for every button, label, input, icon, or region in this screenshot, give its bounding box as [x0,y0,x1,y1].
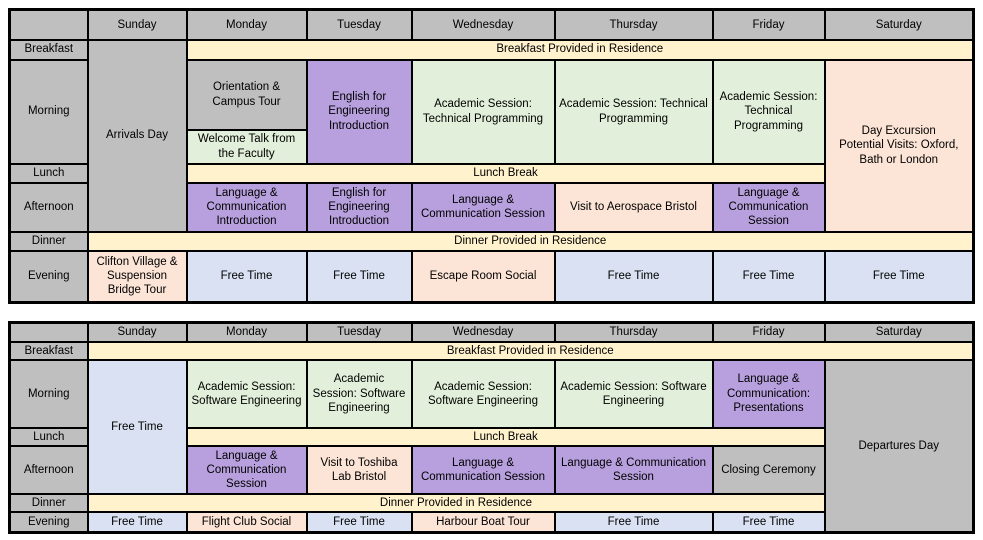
week1-lunch-banner: Lunch Break [185,162,826,184]
week2-sunday-evening-cell: Free Time [86,510,188,534]
week1-thursday-aerospace-cell: Visit to Aerospace Bristol [553,181,714,233]
week1-sunday-arrivals-cell: Arrivals Day [86,38,188,233]
week1-saturday-excursion-cell: Day Excursion Potential Visits: Oxford, … [823,58,975,233]
week1-lunch-row: Lunch Lunch Break [8,162,974,184]
week1-dinner-row: Dinner Dinner Provided in Residence [8,230,975,252]
week1-day-saturday: Saturday [823,8,975,41]
week2-corner-cell [8,321,89,343]
table-gap [8,304,975,321]
week1-breakfast-row: Breakfast Arrivals Day Breakfast Provide… [8,38,975,233]
week2-tuesday-toshiba-cell: Visit to Toshiba Lab Bristol [305,444,413,495]
week1-label-evening: Evening [8,249,89,304]
week1-header-row: Sunday Monday Tuesday Wednesday Thursday… [8,8,975,41]
week1-breakfast-banner: Breakfast Provided in Residence [185,38,975,61]
week1-evening-row: Evening Clifton Village & Suspension Bri… [8,249,975,304]
week2-day-tuesday: Tuesday [305,321,413,343]
week1-thursday-evening-cell: Free Time [553,249,714,304]
week1-thursday-morning-cell: Academic Session: Technical Programming [553,58,714,165]
week1-table: Sunday Monday Tuesday Wednesday Thursday… [8,8,975,304]
week1-monday-orientation-cell: Orientation & Campus Tour [185,58,308,131]
week2-wednesday-afternoon-cell: Language & Communication Session [410,444,556,495]
week1-label-lunch: Lunch [8,162,89,184]
week2-monday-morning-cell: Academic Session: Software Engineering [185,358,308,429]
week2-lunch-row: Lunch Lunch Break [8,426,974,447]
week2-label-evening: Evening [8,510,89,534]
week2-day-wednesday: Wednesday [410,321,556,343]
week1-tuesday-evening-cell: Free Time [305,249,413,304]
week1-day-tuesday: Tuesday [305,8,413,41]
week1-label-dinner: Dinner [8,230,89,252]
week2-dinner-banner: Dinner Provided in Residence [86,492,826,513]
week1-afternoon-row: Afternoon Language & Communication Intro… [8,181,974,233]
week2-dinner-row: Dinner Dinner Provided in Residence [8,492,974,513]
week2-afternoon-row: Afternoon Language & Communication Sessi… [8,444,974,495]
week2-label-breakfast: Breakfast [8,340,89,361]
week1-day-wednesday: Wednesday [410,8,556,41]
week2-wednesday-evening-cell: Harbour Boat Tour [410,510,556,534]
week1-saturday-evening-cell: Free Time [823,249,975,304]
week1-morning-row-a: Morning Orientation & Campus Tour Englis… [8,58,975,233]
week2-saturday-departures-cell: Departures Day [823,358,975,534]
week1-label-morning: Morning [8,58,89,165]
week2-label-lunch: Lunch [8,426,89,447]
week1-day-sunday: Sunday [86,8,188,41]
week2-tuesday-evening-cell: Free Time [305,510,413,534]
week2-day-saturday: Saturday [823,321,975,343]
week1-wednesday-evening-cell: Escape Room Social [410,249,556,304]
week2-breakfast-banner: Breakfast Provided in Residence [86,340,975,361]
week2-thursday-morning-cell: Academic Session: Software Engineering [553,358,714,429]
week1-morning-row-b: Welcome Talk from the Faculty [10,128,974,165]
week2-friday-evening-cell: Free Time [711,510,826,534]
week2-morning-row: Morning Free Time Academic Session: Soft… [8,358,975,534]
week2-evening-row: Evening Free Time Flight Club Social Fre… [8,510,974,534]
week2-table: Sunday Monday Tuesday Wednesday Thursday… [8,321,975,535]
week2-day-sunday: Sunday [86,321,188,343]
week1-dinner-banner: Dinner Provided in Residence [86,230,975,252]
week2-breakfast-row: Breakfast Breakfast Provided in Residenc… [8,340,975,361]
week2-label-dinner: Dinner [8,492,89,513]
week1-tuesday-morning-cell: English for Engineering Introduction [305,58,413,165]
week2-day-monday: Monday [185,321,308,343]
week2-monday-evening-cell: Flight Club Social [185,510,308,534]
week2-sunday-free-time-cell: Free Time [86,358,188,495]
week1-wednesday-morning-cell: Academic Session: Technical Programming [410,58,556,165]
week1-wednesday-afternoon-cell: Language & Communication Session [410,181,556,233]
week1-monday-afternoon-cell: Language & Communication Introduction [185,181,308,233]
week2-friday-presentations-cell: Language & Communication: Presentations [711,358,826,429]
week1-day-thursday: Thursday [553,8,714,41]
week2-thursday-afternoon-cell: Language & Communication Session [553,444,714,495]
week1-friday-afternoon-cell: Language & Communication Session [711,181,826,233]
week2-lunch-banner: Lunch Break [185,426,826,447]
week1-friday-morning-cell: Academic Session: Technical Programming [711,58,826,165]
week2-header-row: Sunday Monday Tuesday Wednesday Thursday… [8,321,975,343]
week1-friday-evening-cell: Free Time [711,249,826,304]
week2-day-friday: Friday [711,321,826,343]
week2-label-afternoon: Afternoon [8,444,89,495]
week2-day-thursday: Thursday [553,321,714,343]
week1-tuesday-afternoon-cell: English for Engineering Introduction [305,181,413,233]
week1-day-friday: Friday [711,8,826,41]
week1-day-monday: Monday [185,8,308,41]
week1-monday-evening-cell: Free Time [185,249,308,304]
week2-monday-afternoon-cell: Language & Communication Session [185,444,308,495]
week1-sunday-evening-cell: Clifton Village & Suspension Bridge Tour [86,249,188,304]
week2-tuesday-morning-cell: Academic Session: Software Engineering [305,358,413,429]
week2-wednesday-morning-cell: Academic Session: Software Engineering [410,358,556,429]
week2-label-morning: Morning [8,358,89,429]
week2-friday-closing-ceremony-cell: Closing Ceremony [711,444,826,495]
week1-label-afternoon: Afternoon [8,181,89,233]
week2-thursday-evening-cell: Free Time [553,510,714,534]
week1-label-breakfast: Breakfast [8,38,89,61]
week1-monday-welcome-talk-cell: Welcome Talk from the Faculty [185,128,308,165]
week1-corner-cell [8,8,89,41]
